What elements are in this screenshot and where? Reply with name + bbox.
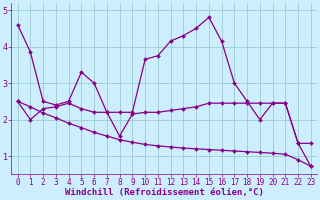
X-axis label: Windchill (Refroidissement éolien,°C): Windchill (Refroidissement éolien,°C) xyxy=(65,188,264,197)
